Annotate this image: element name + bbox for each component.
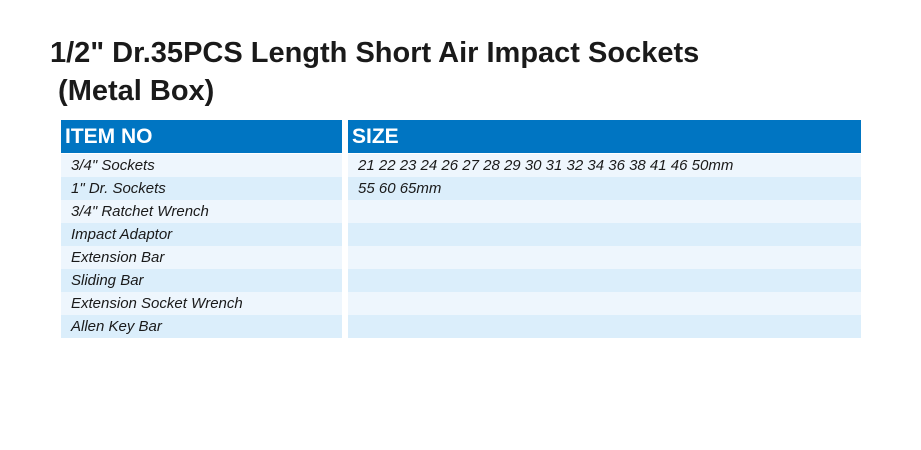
- title-line-2: (Metal Box): [50, 75, 215, 107]
- item-cell: 1" Dr. Sockets: [61, 177, 342, 200]
- size-cell: 21 22 23 24 26 27 28 29 30 31 32 34 36 3…: [348, 154, 861, 177]
- size-cell: [348, 223, 861, 246]
- item-cell: Impact Adaptor: [61, 223, 342, 246]
- column-divider: [342, 223, 348, 246]
- column-divider: [342, 200, 348, 223]
- column-divider: [342, 315, 348, 338]
- column-divider: [342, 154, 348, 177]
- page-title: 1/2" Dr.35PCS Length Short Air Impact So…: [50, 34, 699, 110]
- column-divider: [342, 120, 348, 154]
- column-divider: [342, 292, 348, 315]
- item-cell: 3/4" Ratchet Wrench: [61, 200, 342, 223]
- title-line-1: 1/2" Dr.35PCS Length Short Air Impact So…: [50, 37, 700, 69]
- table-row: 1" Dr. Sockets 55 60 65mm: [61, 177, 861, 200]
- table-row: Extension Bar: [61, 246, 861, 269]
- column-divider: [342, 246, 348, 269]
- item-cell: Extension Socket Wrench: [61, 292, 342, 315]
- column-divider: [342, 177, 348, 200]
- item-cell: Allen Key Bar: [61, 315, 342, 338]
- item-cell: Extension Bar: [61, 246, 342, 269]
- table-row: Impact Adaptor: [61, 223, 861, 246]
- item-cell: 3/4" Sockets: [61, 154, 342, 177]
- size-cell: [348, 200, 861, 223]
- header-item-no: ITEM NO: [61, 120, 342, 154]
- table-row: Sliding Bar: [61, 269, 861, 292]
- size-cell: 55 60 65mm: [348, 177, 861, 200]
- size-cell: [348, 246, 861, 269]
- size-cell: [348, 292, 861, 315]
- table-row: Extension Socket Wrench: [61, 292, 861, 315]
- column-divider: [342, 269, 348, 292]
- table-row: Allen Key Bar: [61, 315, 861, 338]
- table-row: 3/4" Sockets 21 22 23 24 26 27 28 29 30 …: [61, 154, 861, 177]
- size-cell: [348, 269, 861, 292]
- size-cell: [348, 315, 861, 338]
- item-cell: Sliding Bar: [61, 269, 342, 292]
- spec-table: ITEM NO SIZE 3/4" Sockets 21 22 23 24 26…: [61, 120, 861, 338]
- table-row: 3/4" Ratchet Wrench: [61, 200, 861, 223]
- header-size: SIZE: [348, 120, 861, 154]
- table-header-row: ITEM NO SIZE: [61, 120, 861, 154]
